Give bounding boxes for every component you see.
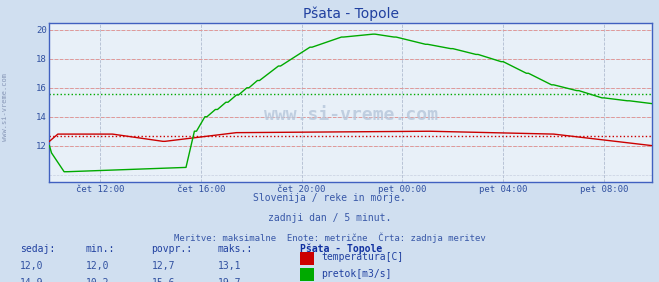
- Text: 14,9: 14,9: [20, 278, 43, 282]
- Text: Slovenija / reke in morje.: Slovenija / reke in morje.: [253, 193, 406, 203]
- Text: www.si-vreme.com: www.si-vreme.com: [264, 106, 438, 124]
- Text: 12,0: 12,0: [20, 261, 43, 271]
- Text: maks.:: maks.:: [217, 244, 252, 254]
- Text: pretok[m3/s]: pretok[m3/s]: [321, 268, 391, 279]
- Title: Pšata - Topole: Pšata - Topole: [303, 7, 399, 21]
- Text: www.si-vreme.com: www.si-vreme.com: [2, 73, 9, 141]
- Text: sedaj:: sedaj:: [20, 244, 55, 254]
- Text: Pšata - Topole: Pšata - Topole: [300, 244, 382, 254]
- Text: 12,7: 12,7: [152, 261, 175, 271]
- Text: temperatura[C]: temperatura[C]: [321, 252, 403, 262]
- Text: Meritve: maksimalne  Enote: metrične  Črta: zadnja meritev: Meritve: maksimalne Enote: metrične Črta…: [173, 233, 486, 243]
- Text: povpr.:: povpr.:: [152, 244, 192, 254]
- Text: 19,7: 19,7: [217, 278, 241, 282]
- Text: min.:: min.:: [86, 244, 115, 254]
- Text: zadnji dan / 5 minut.: zadnji dan / 5 minut.: [268, 213, 391, 223]
- Text: 13,1: 13,1: [217, 261, 241, 271]
- Text: 15,6: 15,6: [152, 278, 175, 282]
- Text: 12,0: 12,0: [86, 261, 109, 271]
- Text: 10,2: 10,2: [86, 278, 109, 282]
